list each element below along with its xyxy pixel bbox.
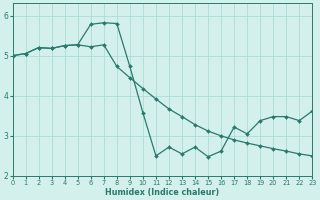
X-axis label: Humidex (Indice chaleur): Humidex (Indice chaleur): [105, 188, 220, 197]
